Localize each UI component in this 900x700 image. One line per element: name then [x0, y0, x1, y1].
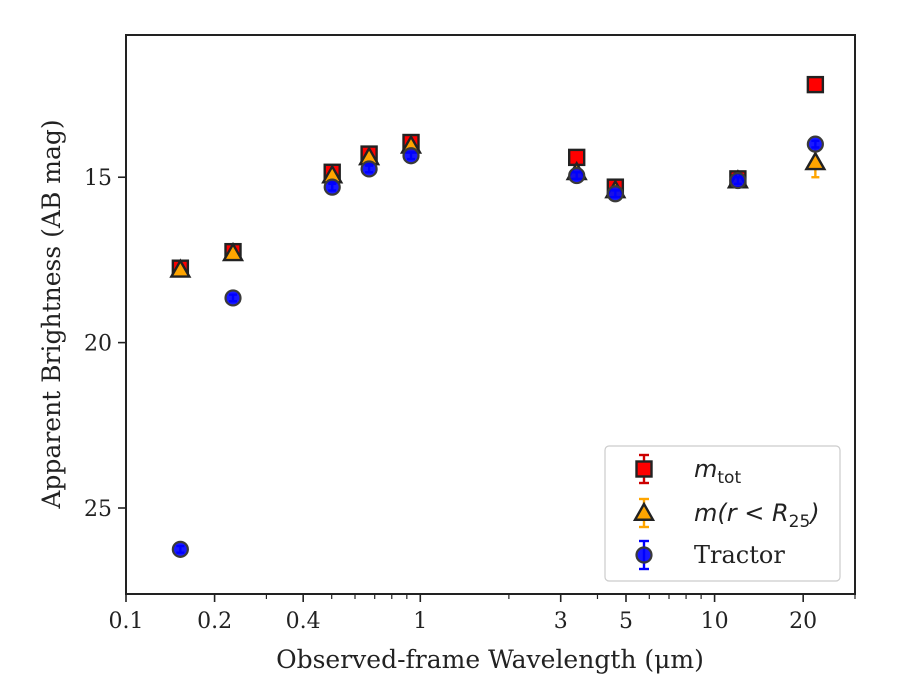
tractor-point-5 [568, 166, 586, 185]
x-tick-label-0: 0.1 [109, 609, 144, 634]
y-tick-label-0: 15 [84, 166, 112, 191]
mr25-point-0 [169, 258, 192, 278]
y-tick-label-2: 25 [84, 497, 112, 522]
tractor-point-1 [224, 289, 242, 307]
tractor-point-0 [171, 540, 189, 558]
axis-ticks: 0.1 0.2 0.4 1 3 5 10 20 15 20 25 [84, 166, 856, 634]
x-tick-label-1: 0.2 [197, 609, 232, 634]
x-tick-label-2: 0.4 [286, 609, 321, 634]
plot-area [125, 34, 856, 595]
series-mr25 [169, 134, 827, 278]
x-tick-label-5: 5 [619, 609, 633, 634]
x-tick-label-7: 20 [789, 609, 817, 634]
tractor-point-8 [806, 135, 824, 153]
legend: mtot m(r < R25) Tractor [604, 445, 841, 582]
x-tick-label-6: 10 [701, 609, 729, 634]
x-axis-label: Observed-frame Wavelength (μm) [276, 645, 704, 674]
tractor-point-4 [402, 147, 420, 165]
legend-mtot-label: mtot [694, 455, 741, 488]
tractor-point-2 [323, 178, 341, 196]
legend-tractor-label: Tractor [694, 541, 785, 569]
y-tick-label-1: 20 [84, 332, 112, 357]
legend-mr25-marker [632, 501, 656, 521]
mr25-point-8 [804, 150, 827, 171]
tractor-point-6 [606, 185, 624, 203]
data-markers [169, 75, 827, 558]
series-tractor [171, 135, 824, 558]
legend-mr25-label: m(r < R25) [694, 499, 820, 532]
y-axis-label: Apparent Brightness (AB mag) [37, 119, 66, 509]
legend-mtot-marker [635, 460, 653, 478]
series-mtot [171, 75, 825, 277]
plot-border [125, 34, 856, 595]
mr25-point-1 [221, 241, 245, 262]
tractor-point-7 [729, 171, 747, 190]
x-tick-label-4: 3 [554, 609, 568, 634]
legend-tractor-marker [635, 546, 653, 564]
mtot-point-8 [806, 75, 825, 94]
x-tick-label-3: 1 [413, 609, 427, 634]
legend-box [604, 445, 841, 582]
tractor-point-3 [360, 160, 378, 178]
